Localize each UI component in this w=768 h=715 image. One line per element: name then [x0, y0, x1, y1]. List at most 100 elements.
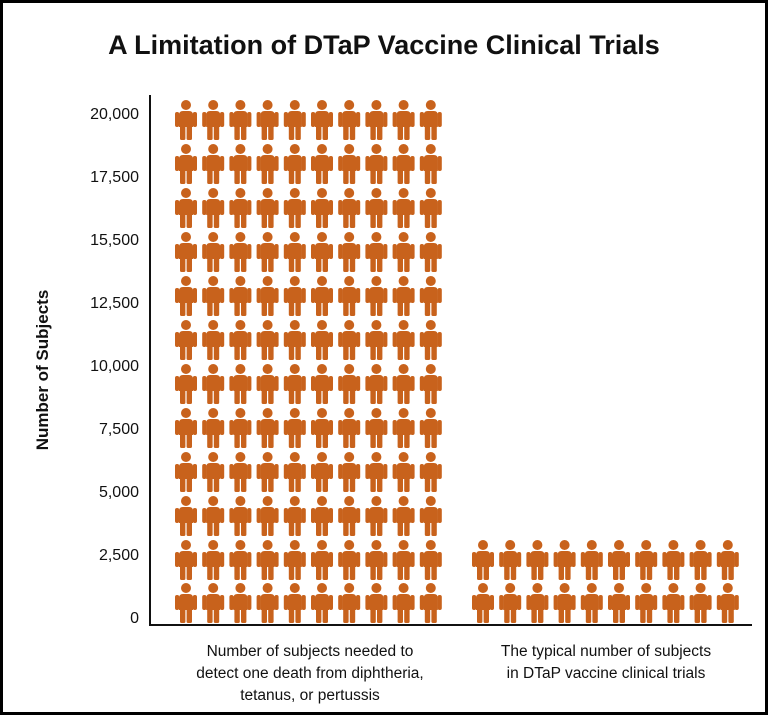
person-icon: [202, 452, 225, 492]
person-icon: [256, 100, 279, 140]
person-icon: [283, 364, 306, 404]
person-icon: [256, 144, 279, 184]
person-icon: [202, 276, 225, 316]
person-icon: [202, 496, 225, 536]
person-icon: [202, 583, 225, 623]
person-icon: [256, 408, 279, 448]
person-icon: [365, 232, 388, 272]
person-icon: [365, 100, 388, 140]
person-icon: [311, 232, 333, 272]
person-icon: [229, 320, 252, 360]
person-icon: [229, 188, 252, 228]
person-icon: [283, 320, 306, 360]
person-icon: [419, 364, 442, 404]
person-icon: [392, 232, 415, 272]
y-tick-label: 7,500: [99, 421, 139, 438]
person-icon: [338, 408, 361, 448]
person-icon: [338, 364, 361, 404]
category-label: in DTaP vaccine clinical trials: [507, 665, 706, 682]
person-icon: [175, 188, 197, 228]
person-icon: [229, 583, 252, 623]
person-icon: [472, 583, 494, 623]
person-icon: [175, 496, 197, 536]
person-icon: [283, 232, 306, 272]
person-icon: [283, 144, 306, 184]
person-icon: [229, 452, 252, 492]
y-tick-label: 0: [130, 610, 139, 627]
category-label: Number of subjects needed to: [207, 643, 414, 660]
person-icon: [419, 452, 442, 492]
person-icon: [365, 364, 388, 404]
person-icon: [338, 452, 361, 492]
person-icon: [419, 276, 442, 316]
person-icon: [311, 408, 333, 448]
person-icon: [311, 364, 333, 404]
person-icon: [202, 144, 225, 184]
person-icon: [311, 276, 333, 316]
person-icon: [392, 496, 415, 536]
person-icon: [716, 540, 739, 580]
person-icon: [419, 408, 442, 448]
person-icon: [311, 100, 333, 140]
person-icon: [419, 144, 442, 184]
person-icon: [689, 540, 712, 580]
person-icon: [283, 408, 306, 448]
person-icon: [392, 540, 415, 580]
person-icon: [365, 583, 388, 623]
person-icon: [365, 188, 388, 228]
person-icon: [175, 276, 197, 316]
person-icon: [472, 540, 494, 580]
person-icon: [635, 583, 658, 623]
person-icon: [338, 188, 361, 228]
person-icon: [392, 188, 415, 228]
person-icon: [175, 408, 197, 448]
person-icon: [392, 320, 415, 360]
person-icon: [256, 232, 279, 272]
category-label: detect one death from diphtheria,: [196, 665, 423, 682]
person-icon: [175, 540, 197, 580]
person-icon: [608, 583, 630, 623]
person-icon: [229, 496, 252, 536]
person-icon: [580, 583, 603, 623]
y-axis-label: Number of Subjects: [33, 290, 52, 451]
person-icon: [175, 583, 197, 623]
person-icon: [392, 144, 415, 184]
person-icon: [202, 540, 225, 580]
person-icon: [311, 583, 333, 623]
person-icon: [580, 540, 603, 580]
person-icon: [256, 320, 279, 360]
person-icon: [229, 276, 252, 316]
person-icon: [365, 452, 388, 492]
person-icon: [229, 364, 252, 404]
y-tick-label: 15,500: [90, 232, 139, 249]
person-icon: [608, 540, 630, 580]
category-label: The typical number of subjects: [501, 643, 711, 660]
person-icon: [283, 188, 306, 228]
person-icon: [311, 144, 333, 184]
person-icon: [256, 496, 279, 536]
person-icon: [202, 408, 225, 448]
person-icon: [256, 452, 279, 492]
person-icon: [338, 100, 361, 140]
person-icon: [365, 320, 388, 360]
person-icon: [419, 100, 442, 140]
person-icon: [419, 540, 442, 580]
person-icon: [256, 364, 279, 404]
person-icon: [365, 276, 388, 316]
person-icon: [716, 583, 739, 623]
person-icon: [175, 452, 197, 492]
person-icon: [635, 540, 658, 580]
chart-title: A Limitation of DTaP Vaccine Clinical Tr…: [108, 30, 660, 60]
person-icon: [419, 188, 442, 228]
person-icon: [392, 276, 415, 316]
person-icon: [311, 320, 333, 360]
person-icon: [229, 408, 252, 448]
person-icon: [283, 540, 306, 580]
person-icon: [338, 144, 361, 184]
person-icon: [365, 408, 388, 448]
person-icon: [526, 583, 549, 623]
y-tick-label: 2,500: [99, 547, 139, 564]
person-icon: [392, 583, 415, 623]
